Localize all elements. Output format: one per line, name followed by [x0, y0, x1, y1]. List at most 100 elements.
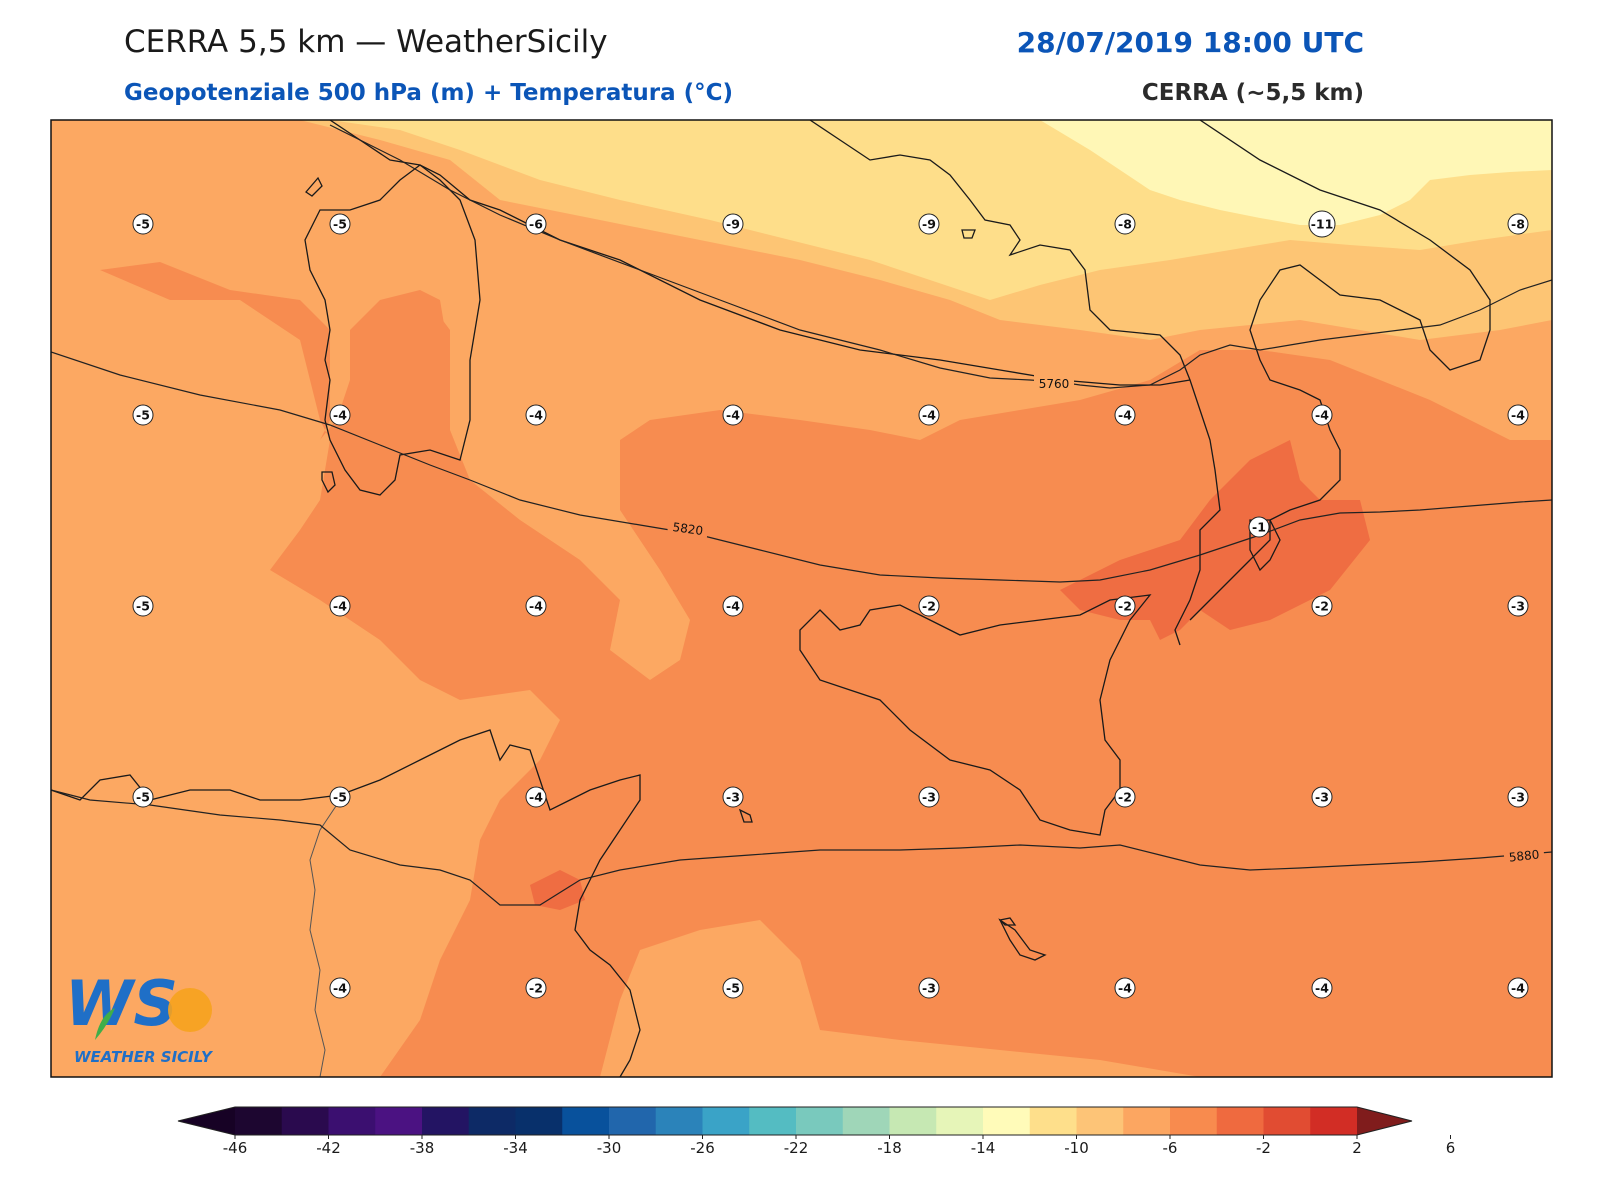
isohypse-label-bg-3	[1503, 844, 1545, 866]
temp-marker: -4	[525, 786, 547, 808]
temp-marker-circle	[1311, 786, 1333, 808]
colorbar-segment	[609, 1107, 657, 1135]
temp-marker-circle	[1311, 404, 1333, 426]
temp-marker-circle	[918, 404, 940, 426]
logo-sun-icon	[168, 988, 212, 1032]
temp-marker-value: -11	[1311, 217, 1334, 232]
temp-marker-circle	[132, 786, 154, 808]
temp-marker: -4	[525, 595, 547, 617]
temp-marker-value: -4	[1118, 408, 1132, 423]
colorbar-segment	[749, 1107, 797, 1135]
temp-marker: -5	[132, 786, 154, 808]
temp-marker-circle	[1507, 977, 1529, 999]
coast-algeria-border	[309, 799, 341, 1077]
temp-marker: -6	[525, 213, 547, 235]
coast-corsica-cap	[305, 176, 323, 197]
temp-marker-value: -8	[1118, 217, 1132, 232]
map-frame	[50, 119, 1553, 1078]
temp-marker-circle	[329, 404, 351, 426]
temp-band-minus-11b	[1490, 120, 1552, 170]
temperature-field	[51, 120, 1552, 1077]
colorbar-segment	[796, 1107, 844, 1135]
temp-core-minus-1	[1060, 440, 1370, 640]
temp-marker: -4	[1507, 977, 1529, 999]
temp-marker-value: -4	[922, 408, 936, 423]
isohypse-label-5880: 5880	[1508, 847, 1540, 864]
temp-marker: -4	[1311, 977, 1333, 999]
colorbar-tick-label: -18	[877, 1139, 902, 1157]
logo-name: WEATHER SICILY	[74, 1048, 214, 1066]
temp-marker: -4	[1311, 404, 1333, 426]
colorbar-segment	[562, 1107, 610, 1135]
temp-marker-value: -4	[1315, 408, 1329, 423]
valid-datetime: 28/07/2019 18:00 UTC	[1016, 26, 1364, 59]
colorbar-segment	[328, 1107, 376, 1135]
temp-marker-value: -5	[726, 981, 740, 996]
temp-marker: -4	[918, 404, 940, 426]
temp-marker-circle	[722, 786, 744, 808]
coast-sardinia	[304, 164, 481, 496]
temp-band-minus-3	[51, 290, 1552, 1077]
temp-marker-value: -4	[1511, 408, 1525, 423]
colorbar-segment	[1076, 1107, 1124, 1135]
temp-marker: -3	[1507, 595, 1529, 617]
temp-marker-circle	[918, 977, 940, 999]
temp-marker-circle	[329, 595, 351, 617]
colorbar-tick-label: -22	[784, 1139, 809, 1157]
logo-leaf-icon	[95, 1008, 115, 1040]
temp-marker: -4	[722, 595, 744, 617]
temp-marker-value: -4	[1118, 981, 1132, 996]
isohypse-5880	[51, 789, 1552, 906]
colorbar-segment	[1310, 1107, 1358, 1135]
temp-marker-circle	[329, 786, 351, 808]
temp-marker-circle	[1507, 404, 1529, 426]
temp-marker: -5	[329, 213, 351, 235]
temp-marker-value: -4	[1511, 981, 1525, 996]
logo-letters: WS	[65, 967, 178, 1040]
temp-marker: -4	[329, 404, 351, 426]
temp-marker: -5	[329, 786, 351, 808]
temp-marker: -3	[1311, 786, 1333, 808]
temp-marker-circle	[525, 404, 547, 426]
colorbar-segment	[842, 1107, 890, 1135]
isohypse-label-5820: 5820	[672, 520, 704, 538]
temp-marker-value: -3	[922, 981, 936, 996]
temp-marker-value: -2	[1118, 599, 1132, 614]
temp-marker: -5	[132, 404, 154, 426]
coast-small-island-2	[738, 808, 753, 823]
temp-marker-circle	[722, 213, 744, 235]
temp-marker: -2	[1311, 595, 1333, 617]
temp-marker-circle	[722, 595, 744, 617]
temp-marker: -2	[1114, 595, 1136, 617]
coast-sicily	[799, 594, 1152, 836]
colorbar-tick-label: -6	[1163, 1139, 1178, 1157]
temp-marker-circle	[918, 786, 940, 808]
colorbar-segment	[1123, 1107, 1171, 1135]
colorbar-segment	[983, 1107, 1031, 1135]
colorbar: -46 -42 -38 -34 -30 -26 -22 -18 -14 -10 -6 -2 2 6	[177, 1106, 1455, 1157]
isohypse-label-bg-1	[1034, 375, 1074, 391]
model-label: CERRA (~5,5 km)	[1141, 80, 1364, 106]
temp-marker-value: -6	[529, 217, 543, 232]
temp-marker-value: -5	[333, 217, 347, 232]
temp-marker: -3	[918, 977, 940, 999]
temp-marker-circle	[1507, 595, 1529, 617]
temp-marker-value: -2	[1315, 599, 1329, 614]
temp-marker: -3	[722, 786, 744, 808]
colorbar-segment	[702, 1107, 750, 1135]
temp-marker: -4	[329, 977, 351, 999]
temp-marker-value: -2	[922, 599, 936, 614]
temp-marker-circle	[1507, 213, 1529, 235]
colorbar-segment	[889, 1107, 937, 1135]
colorbar-tick-label: -46	[223, 1139, 248, 1157]
temp-marker-circle	[525, 977, 547, 999]
colorbar-segment	[936, 1107, 984, 1135]
temp-marker: -4	[525, 404, 547, 426]
temp-marker-value: -9	[922, 217, 936, 232]
temp-marker: -1	[1248, 516, 1270, 538]
colorbar-tick-label: 2	[1352, 1139, 1362, 1157]
temp-marker: -3	[918, 786, 940, 808]
temp-marker: -4	[329, 595, 351, 617]
temp-marker-circle	[722, 977, 744, 999]
temp-marker-value: -4	[529, 790, 543, 805]
